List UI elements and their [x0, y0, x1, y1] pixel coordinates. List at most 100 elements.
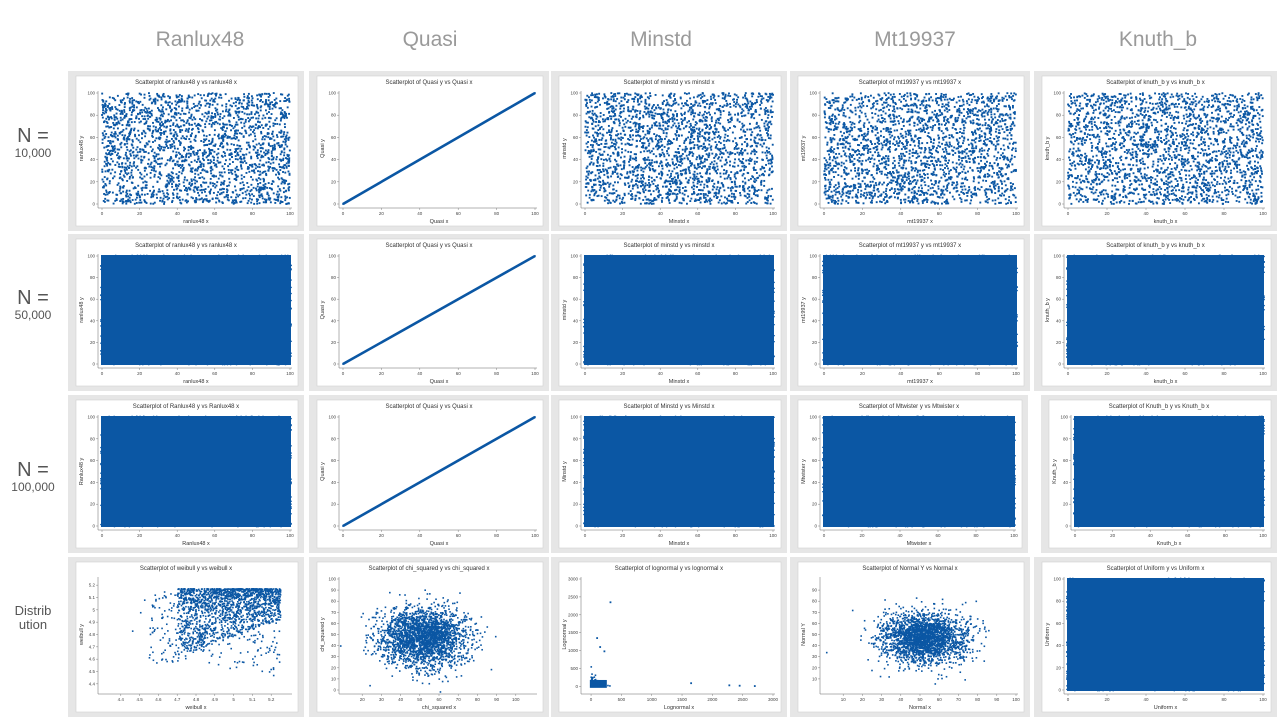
- data-point: [727, 119, 729, 122]
- data-point: [671, 113, 674, 116]
- data-point: [864, 112, 867, 115]
- data-point: [193, 190, 196, 193]
- data-point: [274, 106, 277, 109]
- data-point: [167, 176, 170, 179]
- data-point: [859, 105, 862, 108]
- data-point: [743, 194, 746, 197]
- data-point: [643, 142, 646, 145]
- data-point: [980, 159, 983, 162]
- data-point: [281, 166, 284, 169]
- data-point: [983, 105, 986, 108]
- data-point: [636, 177, 639, 180]
- data-point: [114, 131, 117, 134]
- data-point: [652, 199, 655, 202]
- data-point: [285, 189, 288, 192]
- data-point: [145, 120, 148, 123]
- data-point: [221, 104, 224, 107]
- data-point: [280, 116, 283, 119]
- data-point: [157, 158, 159, 161]
- data-point: [595, 93, 598, 96]
- data-point: [128, 100, 131, 103]
- data-point: [609, 105, 612, 108]
- data-point: [240, 132, 243, 135]
- data-point: [823, 157, 826, 160]
- data-point: [605, 158, 607, 161]
- data-point: [636, 98, 639, 101]
- data-point: [596, 100, 599, 103]
- data-point: [686, 121, 689, 124]
- data-point: [170, 108, 173, 111]
- data-point: [640, 94, 643, 97]
- data-point: [770, 96, 773, 99]
- data-point: [766, 134, 769, 137]
- data-point: [711, 152, 714, 155]
- data-point: [113, 135, 116, 138]
- data-point: [607, 98, 610, 101]
- data-point: [693, 147, 695, 150]
- data-point: [669, 140, 672, 143]
- data-point: [126, 165, 129, 168]
- data-point: [588, 196, 591, 199]
- data-point: [137, 184, 140, 187]
- data-point: [639, 95, 642, 98]
- data-point: [725, 202, 728, 205]
- data-point: [594, 106, 596, 109]
- data-point: [768, 92, 771, 95]
- data-point: [196, 169, 199, 172]
- data-point: [157, 120, 160, 123]
- data-point: [114, 99, 117, 102]
- data-point: [709, 163, 712, 165]
- data-point: [259, 109, 262, 112]
- data-point: [750, 128, 753, 131]
- data-point: [603, 188, 606, 191]
- data-point: [239, 182, 242, 185]
- data-point: [486, 119, 488, 122]
- data-point: [191, 182, 194, 185]
- data-point: [982, 166, 985, 169]
- data-point: [268, 94, 271, 97]
- data-point: [715, 169, 718, 172]
- data-point: [893, 138, 895, 141]
- data-point: [112, 123, 115, 126]
- data-point: [109, 126, 112, 129]
- data-point: [742, 188, 745, 191]
- data-point: [177, 95, 180, 98]
- data-point: [977, 156, 979, 159]
- data-point: [593, 112, 596, 115]
- data-point: [687, 136, 690, 139]
- data-point: [223, 196, 226, 199]
- data-point: [675, 197, 678, 200]
- data-point: [258, 163, 261, 166]
- data-point: [186, 106, 189, 109]
- data-point: [841, 106, 844, 109]
- data-point: [730, 116, 733, 119]
- data-point: [913, 185, 916, 188]
- data-point: [946, 189, 949, 192]
- data-point: [651, 107, 653, 110]
- data-point: [649, 169, 652, 172]
- data-point: [720, 195, 723, 198]
- data-point: [911, 148, 914, 151]
- data-point: [753, 162, 756, 165]
- data-point: [697, 199, 700, 201]
- data-point: [228, 177, 231, 180]
- data-point: [766, 202, 769, 205]
- data-point: [161, 157, 163, 160]
- data-point: [227, 135, 229, 138]
- data-point: [709, 95, 712, 98]
- data-point: [234, 155, 237, 158]
- data-point: [676, 192, 679, 195]
- data-point: [238, 101, 241, 104]
- data-point: [651, 117, 654, 120]
- data-point: [648, 103, 651, 106]
- data-point: [190, 148, 193, 151]
- data-point: [270, 137, 273, 140]
- data-point: [136, 196, 138, 199]
- data-point: [659, 194, 662, 196]
- data-point: [651, 159, 654, 162]
- data-point: [152, 125, 155, 128]
- data-point: [128, 189, 131, 192]
- data-point: [675, 129, 678, 132]
- data-point: [104, 193, 107, 196]
- data-point: [153, 175, 156, 178]
